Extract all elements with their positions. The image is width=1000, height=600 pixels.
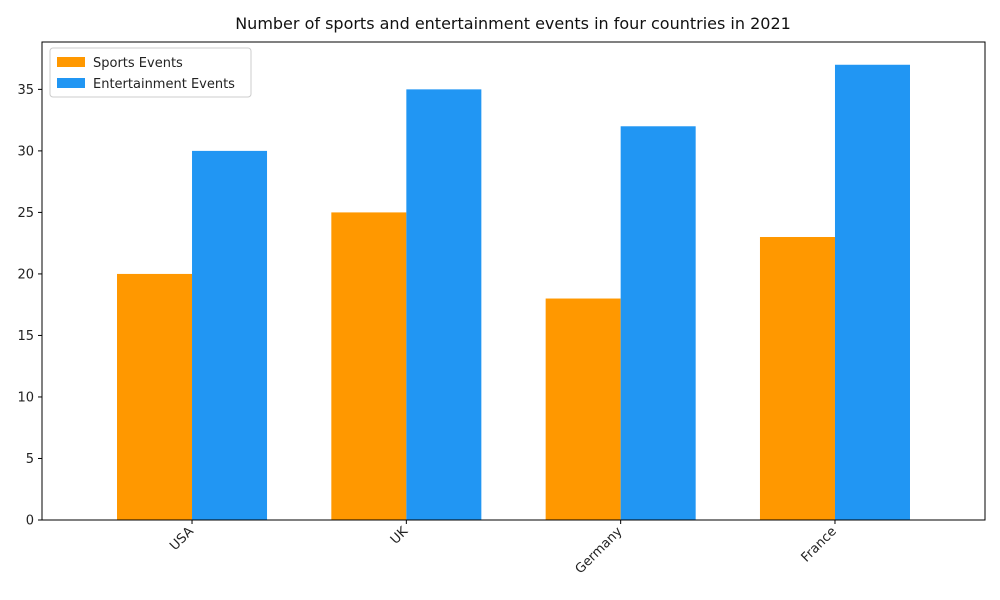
y-tick-label: 15 — [17, 329, 34, 344]
axes-frame — [41, 41, 986, 521]
bar-sports-events-germany — [545, 298, 621, 520]
legend-box — [49, 47, 252, 98]
x-tick-label: Germany — [573, 524, 626, 577]
legend-label: Entertainment Events — [93, 77, 235, 92]
x-tick-label: France — [799, 524, 840, 565]
chart-title: Number of sports and entertainment event… — [235, 14, 791, 33]
y-tick-label: 35 — [17, 83, 34, 98]
y-tick-label: 25 — [17, 206, 34, 221]
plot-area: 0 5 10 15 20 25 30 35 USA UK Germany France — [17, 41, 986, 577]
bar-entertainment-events-france — [834, 64, 910, 520]
legend-swatch — [57, 57, 85, 67]
y-tick-label: 20 — [17, 267, 34, 282]
legend-label: Sports Events — [93, 56, 183, 71]
y-tick-label: 30 — [17, 144, 34, 159]
x-tick-label: UK — [388, 524, 412, 548]
bar-entertainment-events-germany — [620, 126, 696, 520]
bar-sports-events-usa — [117, 273, 193, 520]
bar-sports-events-uk — [331, 212, 407, 520]
bar-sports-events-france — [759, 237, 835, 520]
legend-swatch — [57, 78, 85, 88]
y-tick-label: 0 — [26, 514, 34, 529]
legend: Sports Events Entertainment Events — [49, 47, 252, 98]
bar-entertainment-events-uk — [406, 89, 482, 521]
x-tick-label: USA — [167, 524, 197, 554]
y-tick-label: 5 — [26, 452, 34, 467]
y-tick-label: 10 — [17, 390, 34, 405]
bar-entertainment-events-usa — [192, 150, 268, 520]
